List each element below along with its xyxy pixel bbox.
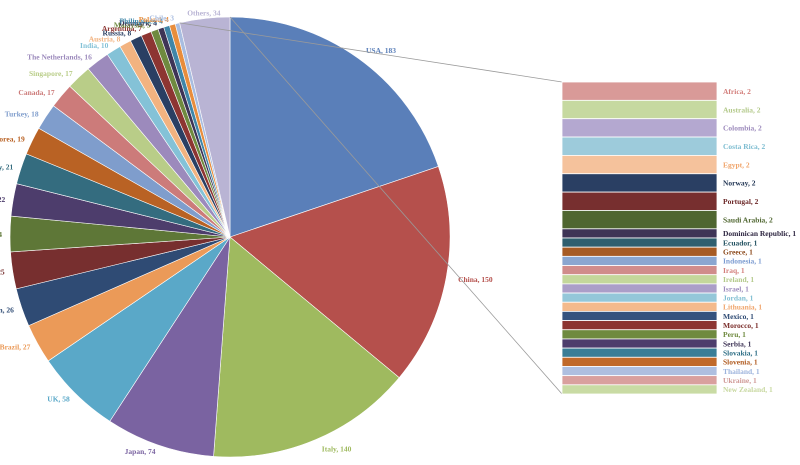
bar-segment-israel (561, 283, 718, 294)
pie-label-canada: Canada, 17 (18, 88, 55, 97)
bar-label-ukraine: Ukraine, 1 (723, 376, 757, 385)
pie-label-uk: UK, 58 (47, 394, 70, 403)
pie-slice-usa (229, 16, 439, 238)
bar-label-saudi-arabia: Saudi Arabia, 2 (723, 215, 773, 224)
bar-label-australia: Australia, 2 (723, 105, 761, 114)
bar-segment-ukraine (561, 375, 718, 386)
bar-label-jordan: Jordan, 1 (723, 293, 754, 302)
pie-label-brazil: Brazil, 27 (0, 343, 31, 352)
bar-segment-thailand (561, 366, 718, 377)
bar-segment-lithuania (561, 301, 718, 312)
bar-segment-colombia (561, 118, 718, 138)
pie-label-denmark: Denmark, 4 (119, 18, 157, 27)
bar-segment-serbia (561, 338, 718, 349)
bar-segment-jordan (561, 292, 718, 303)
bar-segment-egypt (561, 155, 718, 175)
bar-label-iraq: Iraq, 1 (723, 266, 745, 275)
pie-label-japan: Japan, 74 (125, 447, 156, 456)
bar-label-greece: Greece, 1 (723, 248, 753, 257)
pie-label-spain: Spain, 26 (0, 306, 14, 315)
pie-label-france: France, 25 (0, 267, 5, 276)
bar-segment-africa (561, 81, 718, 101)
bar-label-dominican-republic: Dominican Republic, 1 (723, 229, 796, 238)
bar-label-slovakia: Slovakia, 1 (723, 349, 758, 358)
pie-label-others: Others, 34 (187, 9, 221, 18)
bar-label-israel: Israel, 1 (723, 284, 749, 293)
bar-segment-costa-rica (561, 136, 718, 156)
bar-segment-morocco (561, 320, 718, 331)
bar-segment-ireland (561, 274, 718, 285)
connector-line-bottom (229, 16, 563, 395)
pie-label-chile: Chile, 3 (149, 14, 174, 23)
pie-label-argentina: Argentina, 7 (102, 24, 142, 33)
bar-segment-dominican-republic (561, 228, 718, 239)
bar-label-egypt: Egypt, 2 (723, 160, 750, 169)
bar-segment-new-zealand (561, 384, 718, 395)
bar-label-ecuador: Ecuador, 1 (723, 238, 758, 247)
pie-labels: USA, 183 China, 150 Italy, 140 Japan, 74 UK,… (0, 9, 493, 457)
bar-segment-slovakia (561, 347, 718, 358)
bar-label-morocco: Morocco, 1 (723, 321, 759, 330)
bar-segment-saudi-arabia (561, 210, 718, 230)
bar-segment-ecuador (561, 237, 718, 248)
bar-label-slovenia: Slovenia, 1 (723, 358, 758, 367)
pie-label-switzerland: Switzerland, 24 (0, 230, 2, 239)
pie-label-russia: Russia, 8 (103, 29, 132, 38)
pie-label-belgium: Belgium, 22 (0, 195, 6, 204)
bar-label-norway: Norway, 2 (723, 179, 756, 188)
others-breakdown-bar (561, 81, 718, 395)
bar-segment-mexico (561, 311, 718, 321)
pie-label-poland: Poland, 4 (139, 15, 169, 24)
pie-label-usa: USA, 183 (366, 46, 396, 55)
others-breakdown-labels: Africa, 2 Australia, 2 Colombia, 2 Costa Ri… (723, 87, 796, 394)
bar-segment-slovenia (561, 356, 718, 367)
bar-segment-norway (561, 173, 718, 193)
bar-segment-australia (561, 99, 718, 120)
bar-segment-greece (561, 246, 718, 257)
bar-segment-iraq (561, 265, 718, 276)
bar-label-colombia: Colombia, 2 (723, 124, 762, 133)
bar-label-new-zealand: New Zealand, 1 (723, 385, 773, 394)
pie-label-singapore: Singapore, 17 (29, 69, 73, 78)
bar-segment-portugal (561, 191, 718, 211)
bar-segment-peru (561, 329, 718, 340)
pie-label-republic-of-korea: Republic of Korea, 19 (0, 134, 25, 143)
pie-label-philippines: Philippines, 4 (120, 17, 164, 26)
bar-label-lithuania: Lithuania, 1 (723, 303, 762, 312)
bar-label-serbia: Serbia, 1 (723, 339, 752, 348)
pie-slice-china (229, 166, 451, 379)
bar-label-ireland: Ireland, 1 (723, 275, 754, 284)
pie-chart (9, 16, 451, 458)
pie-label-china: China, 150 (458, 275, 493, 284)
pie-label-germany: Germany, 21 (0, 163, 13, 172)
pie-slice-japan (109, 236, 231, 457)
bar-label-indonesia: Indonesia, 1 (723, 257, 762, 266)
pie-label-malaysia: Malaysia, 5 (114, 21, 151, 30)
pie-label-italy: Italy, 140 (322, 445, 352, 454)
bar-label-thailand: Thailand, 1 (723, 367, 760, 376)
pie-label-austria: Austria, 8 (89, 34, 121, 43)
pie-label-the-netherlands: The Netherlands, 16 (27, 53, 92, 62)
pie-label-india: India, 10 (80, 41, 109, 50)
connector-lines (179, 16, 563, 395)
bar-label-mexico: Mexico, 1 (723, 312, 754, 321)
bar-label-peru: Peru, 1 (723, 330, 746, 339)
bar-label-costa-rica: Costa Rica, 2 (723, 142, 766, 151)
connector-line-top (179, 22, 563, 83)
bar-segment-indonesia (561, 255, 718, 266)
bar-label-africa: Africa, 2 (723, 87, 751, 96)
pie-label-turkey: Turkey, 18 (5, 110, 39, 119)
bar-label-portugal: Portugal, 2 (723, 197, 759, 206)
pie-slice-italy (213, 236, 400, 458)
